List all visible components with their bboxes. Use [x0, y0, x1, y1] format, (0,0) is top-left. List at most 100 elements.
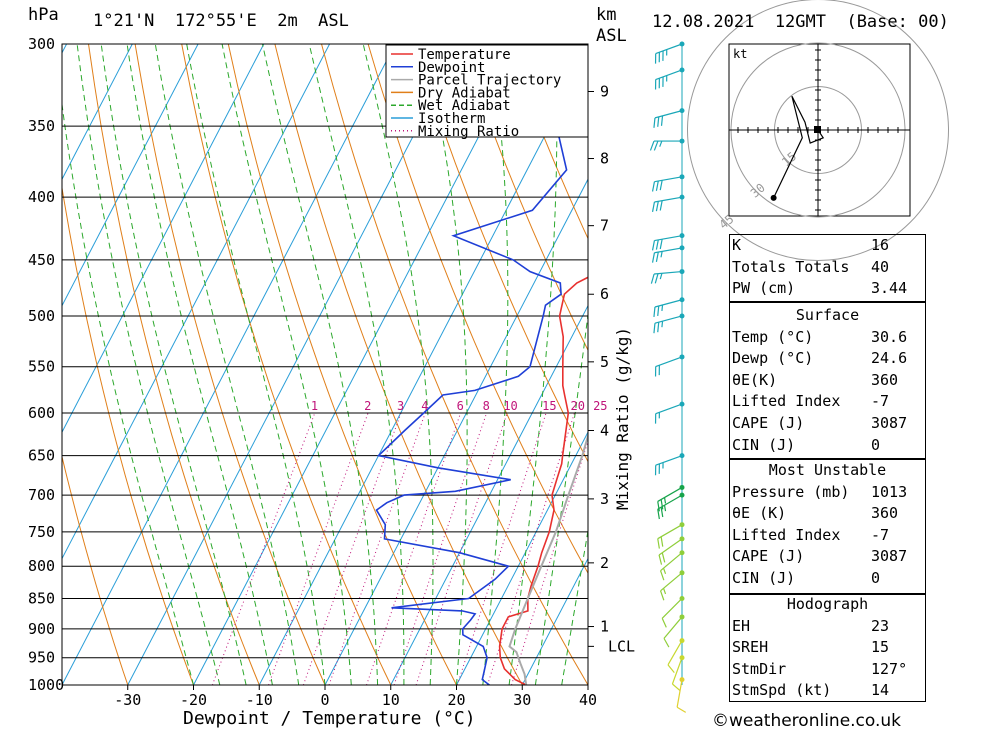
height-tick-label: 6	[600, 285, 609, 303]
height-tick-label: 5	[600, 353, 609, 371]
wind-barb-feather	[657, 501, 660, 512]
wind-barb-dot	[679, 484, 685, 490]
mixing-ratio-label: 10	[503, 399, 517, 413]
wind-barb	[657, 486, 683, 502]
temperature-tick-label: 0	[320, 691, 329, 709]
pressure-tick-label: 500	[28, 307, 55, 325]
wind-barb	[654, 110, 683, 119]
wind-barb-feather	[653, 306, 656, 318]
table-row: StmSpd (kt) 14	[729, 680, 926, 702]
hodo-label: EH	[732, 616, 751, 635]
wind-barb-feather	[657, 116, 660, 127]
wind-barb-dot	[679, 313, 685, 319]
credit-link[interactable]: ©weatheronline.co.uk	[712, 711, 902, 731]
wind-barb	[657, 524, 683, 540]
wind-barb	[654, 315, 683, 324]
table-row: Dewp (°C) 24.6	[729, 348, 926, 370]
wind-barb	[654, 196, 683, 203]
surface-value: 30.6	[871, 327, 908, 346]
datetime-title: 12.08.2021 12GMT (Base: 00)	[652, 12, 949, 32]
hodo-value: 15	[871, 638, 890, 657]
wind-barb-dot	[679, 174, 685, 180]
wind-barb-feather	[662, 567, 667, 575]
sounding-series	[375, 61, 588, 685]
hodograph-title: Hodograph	[786, 595, 869, 613]
wind-barb-feather	[651, 181, 656, 192]
indices-table: K 16 Totals Totals 40 PW (cm) 3.44	[729, 235, 926, 300]
mixing-ratio-label: 8	[483, 399, 490, 413]
table-row: Totals Totals 40	[729, 257, 926, 279]
mixing-ratio-line	[366, 412, 462, 685]
pressure-lines	[62, 43, 588, 686]
wind-barb-feather	[651, 252, 656, 263]
wind-barb-feather	[672, 683, 681, 691]
pressure-tick-label: 350	[28, 117, 55, 135]
wind-barb-feather	[659, 180, 663, 191]
height-tick-label: 4	[600, 421, 609, 439]
wind-barb-feather	[657, 305, 660, 316]
mu-value: -7	[871, 525, 890, 544]
wind-barb-feather	[655, 180, 659, 191]
wind-barb	[660, 572, 683, 592]
wind-barb	[657, 494, 683, 510]
table-row: CIN (J) 0	[729, 435, 926, 457]
hodograph-unit: kt	[733, 47, 747, 61]
mu-value: 360	[871, 504, 899, 523]
mixing-ratio-line	[328, 412, 426, 685]
wet-adiabat-line	[62, 100, 194, 685]
dry-adiabat-line	[181, 44, 392, 685]
wind-barb-feather	[667, 664, 675, 673]
wind-barb	[655, 403, 683, 415]
wind-barb-dot	[679, 655, 685, 661]
index-value: 16	[871, 236, 890, 254]
plot-frame	[61, 43, 589, 686]
height-tick-label: 7	[600, 217, 609, 235]
series-line-parcel-trajectory	[508, 432, 588, 685]
height-unit-label: km	[596, 5, 617, 25]
mu-value: 1013	[871, 482, 908, 501]
wind-barb-feather	[657, 322, 660, 333]
temperature-tick-label: 10	[382, 691, 400, 709]
wind-barb-dot	[679, 570, 685, 576]
wind-barb-dot	[679, 194, 685, 200]
wind-barb-feather	[660, 507, 664, 518]
temperature-tick-label: -30	[114, 691, 141, 709]
wind-barb-feather	[659, 273, 663, 280]
series-line-dewpoint	[375, 61, 588, 685]
x-axis-label: Dewpoint / Temperature (°C)	[183, 708, 476, 729]
height-tick-label: 3	[600, 490, 609, 508]
wind-barb-dot	[679, 138, 685, 144]
isotherm-line	[62, 44, 331, 560]
mixing-ratio-line	[456, 412, 547, 685]
wind-barb-feather	[659, 140, 663, 147]
wind-barb-dot	[679, 354, 685, 360]
wind-barb-feather	[663, 638, 670, 648]
height-tick-label: 1	[600, 618, 609, 636]
hodo-label: StmSpd (kt)	[732, 681, 832, 700]
wind-barb	[676, 679, 683, 708]
wind-barb-dot	[679, 522, 685, 528]
lcl-label: LCL	[608, 637, 635, 655]
height-tick-label: 2	[600, 554, 609, 572]
table-row: PW (cm) 3.44	[729, 278, 926, 300]
dry-adiabat-line	[414, 44, 588, 463]
dry-adiabat-line	[507, 44, 588, 240]
wind-barb-feather	[663, 497, 667, 504]
table-row: Pressure (mb) 1013	[729, 482, 926, 504]
table-row: StmDir 127°	[729, 659, 926, 681]
isotherm-line	[521, 557, 588, 685]
surface-label: Temp (°C)	[732, 327, 814, 346]
hodo-value: 23	[871, 616, 890, 635]
surface-label: θE(K)	[732, 370, 778, 389]
table-row: CAPE (J) 3087	[729, 546, 926, 568]
legend-box	[385, 44, 589, 138]
isotherm-line	[456, 431, 588, 685]
wind-barb-dot	[679, 492, 685, 498]
wind-barb-dot	[679, 677, 685, 683]
mixing-ratio-label: 2	[364, 399, 371, 413]
wind-barb-feather	[659, 200, 663, 211]
surface-value: 0	[871, 435, 881, 454]
indices-box	[729, 234, 926, 302]
